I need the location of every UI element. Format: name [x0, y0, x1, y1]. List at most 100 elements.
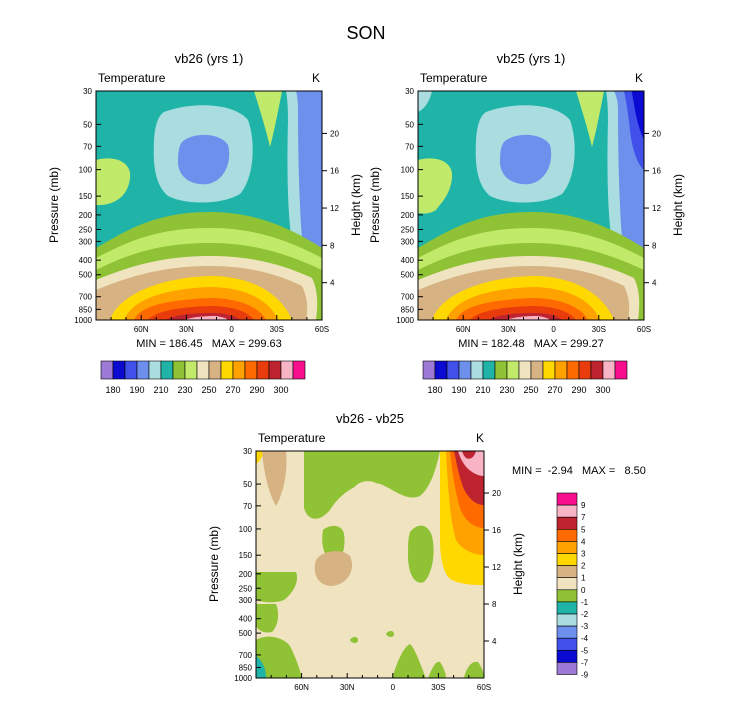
contour-fill	[418, 158, 453, 214]
y-tick-label: 1000	[74, 316, 92, 325]
y-tick-label: 1000	[396, 316, 414, 325]
colorbar-label: 7	[581, 513, 586, 522]
y-tick-label: 50	[83, 120, 92, 129]
y-tick-label: 1000	[234, 674, 252, 683]
contour-fill	[632, 91, 644, 140]
y-tick-label: 300	[79, 237, 93, 246]
y-tick-label: 250	[401, 225, 415, 234]
min-max-stats: MIN = 182.48 MAX = 299.27	[458, 338, 604, 350]
colorbar-swatch	[220, 360, 234, 380]
colorbar-label: -1	[581, 598, 589, 607]
height-tick-label: 8	[330, 241, 335, 250]
y-tick-label: 30	[243, 447, 252, 456]
contour-fill	[178, 134, 230, 185]
colorbar-swatch	[602, 360, 616, 380]
colorbar-swatch	[446, 360, 460, 380]
contour-fill	[428, 661, 446, 678]
plot-frame	[255, 450, 485, 679]
colorbar-label: 0	[581, 586, 586, 595]
contour-fill	[386, 631, 394, 637]
colorbar-swatch	[518, 360, 532, 380]
colorbar-swatch	[184, 360, 198, 380]
y-tick-label: 100	[239, 525, 253, 534]
y-tick-label: 200	[79, 211, 93, 220]
y-axis-label: Pressure (mb)	[207, 526, 221, 602]
x-tick-label: 60N	[294, 683, 309, 692]
contour-fill	[462, 451, 476, 459]
x-tick-label: 60S	[315, 325, 329, 334]
colorbar-label: 230	[499, 385, 514, 395]
contour-fill	[464, 661, 484, 678]
contour-fill	[576, 91, 604, 147]
colorbar-label: 300	[595, 385, 610, 395]
colorbar-swatch	[124, 360, 138, 380]
colorbar-swatch	[556, 577, 578, 591]
colorbar-swatch	[578, 360, 592, 380]
y-tick-label: 150	[401, 192, 415, 201]
panel-vb25: vb25 (yrs 1) Temperature K	[368, 51, 685, 395]
figure-title: SON	[346, 23, 385, 43]
colorbar-label: -5	[581, 646, 589, 655]
variable-label: Temperature	[98, 71, 166, 85]
y-tick-label: 70	[243, 502, 252, 511]
colorbar: 180 190 210 230 250 270 290 300	[422, 360, 628, 395]
y-tick-label: 500	[239, 629, 253, 638]
colorbar-label: 230	[177, 385, 192, 395]
colorbar-swatch	[590, 360, 604, 380]
colorbar-swatch	[556, 637, 578, 651]
colorbar-swatch	[556, 492, 578, 506]
height-tick-label: 12	[330, 204, 339, 213]
y-axis-right-label: Height (km)	[671, 174, 685, 236]
y-tick-label: 850	[401, 305, 415, 314]
y-tick-label: 850	[79, 305, 93, 314]
y-tick-label: 300	[239, 596, 253, 605]
colorbar-label: -2	[581, 610, 589, 619]
y-tick-label: 50	[405, 120, 414, 129]
axis-ticks: 30 50 70 100 150 200 250 300 400 500 700 850 1000 20 1…	[74, 87, 339, 334]
contour-field	[418, 91, 644, 320]
y-tick-label: 150	[79, 192, 93, 201]
colorbar-label: 3	[581, 550, 586, 559]
height-tick-label: 16	[652, 167, 661, 176]
y-tick-label: 400	[401, 256, 415, 265]
colorbar-label: 210	[153, 385, 168, 395]
height-tick-label: 4	[492, 637, 497, 646]
colorbar-swatch	[554, 360, 568, 380]
units-label: K	[635, 71, 643, 85]
colorbar-label: -4	[581, 634, 589, 643]
units-label: K	[312, 71, 320, 85]
colorbar-label: -9	[581, 671, 589, 680]
colorbar-swatch	[556, 649, 578, 663]
colorbar-swatch	[244, 360, 258, 380]
colorbar-label: 290	[249, 385, 264, 395]
colorbar-label: 190	[129, 385, 144, 395]
y-tick-label: 50	[243, 480, 252, 489]
y-axis-label: Pressure (mb)	[368, 167, 382, 243]
x-tick-label: 60S	[477, 683, 491, 692]
colorbar-label: 290	[571, 385, 586, 395]
colorbar-swatch	[556, 541, 578, 554]
colorbar-swatch	[160, 360, 174, 380]
contour-fill	[96, 158, 131, 206]
colorbar-swatch	[172, 360, 186, 380]
colorbar-swatch	[196, 360, 210, 380]
y-tick-label: 400	[79, 256, 93, 265]
height-tick-label: 16	[492, 526, 501, 535]
colorbar-swatch	[556, 601, 578, 615]
y-tick-label: 30	[83, 87, 92, 96]
contour-fill	[304, 451, 440, 519]
x-tick-label: 0	[391, 683, 396, 692]
colorbar-swatch	[556, 504, 578, 518]
contour-fill	[256, 572, 298, 603]
units-label: K	[476, 431, 484, 445]
colorbar-swatch	[232, 360, 246, 380]
contour-fill	[254, 91, 282, 147]
colorbar-swatch	[280, 360, 294, 380]
contour-field	[256, 451, 484, 678]
contour-fill	[351, 481, 382, 504]
axis-ticks: 30 50 70 100 150 200 250 300 400 500 700 850 1000 20 1…	[234, 447, 501, 692]
x-tick-label: 60S	[637, 325, 651, 334]
height-tick-label: 16	[330, 167, 339, 176]
colorbar-swatch	[136, 360, 150, 380]
